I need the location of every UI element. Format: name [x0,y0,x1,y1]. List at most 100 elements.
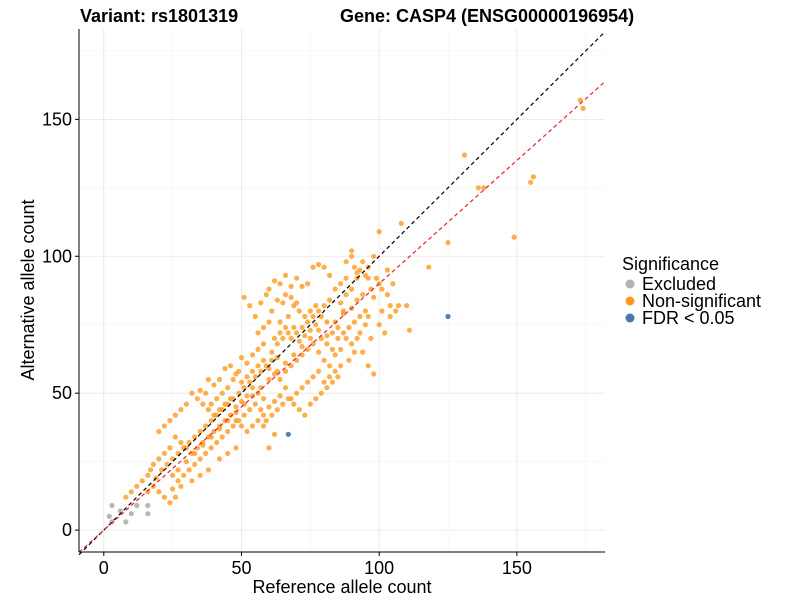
point-non-significant [285,313,291,320]
point-non-significant [236,390,242,396]
point-excluded [128,511,134,517]
point-non-significant [327,272,333,278]
point-non-significant [249,352,256,358]
fit-line [78,81,606,553]
point-non-significant [288,283,294,289]
point-non-significant [343,259,349,265]
x-axis-title: Reference allele count [252,577,431,597]
point-non-significant [128,489,134,495]
point-non-significant [225,385,231,391]
point-non-significant [349,341,355,347]
point-non-significant [230,423,236,429]
legend-key-excluded [625,279,635,289]
tick-labels: 0 50 100 150 0 50 100 150 [42,109,532,578]
point-non-significant [277,393,283,399]
point-non-significant [214,396,220,402]
point-non-significant [263,292,269,298]
point-non-significant [233,404,239,410]
point-non-significant [282,368,289,374]
point-non-significant [346,324,352,331]
point-non-significant [282,360,289,366]
point-non-significant [183,401,189,407]
point-non-significant [236,368,242,374]
point-excluded [145,502,151,509]
point-non-significant [271,335,278,341]
point-non-significant [338,346,344,352]
point-non-significant [580,105,586,111]
y-tick-label: 150 [42,109,72,129]
point-non-significant [260,412,267,418]
identity-line [78,31,606,556]
point-non-significant [338,300,344,306]
point-non-significant [371,371,377,377]
point-non-significant [280,401,286,407]
y-tick-label: 0 [62,520,72,540]
point-non-significant [208,418,214,424]
point-non-significant [175,467,181,473]
point-non-significant [216,426,223,432]
point-non-significant [321,379,327,385]
point-non-significant [249,368,256,374]
point-non-significant [225,450,231,456]
point-non-significant [219,390,225,396]
point-non-significant [357,313,363,320]
point-fdr [285,431,291,437]
point-non-significant [258,300,264,306]
point-non-significant [299,344,305,350]
point-non-significant [255,363,261,369]
point-non-significant [197,456,203,462]
point-non-significant [288,294,294,300]
point-non-significant [294,390,300,396]
point-non-significant [266,286,272,292]
point-non-significant [335,324,341,331]
point-excluded [106,513,112,520]
point-non-significant [379,308,385,314]
point-non-significant [316,368,322,374]
point-non-significant [263,418,269,424]
point-non-significant [351,264,357,270]
point-non-significant [329,379,335,385]
point-non-significant [395,303,402,309]
point-non-significant [296,407,302,413]
point-non-significant [200,442,206,448]
point-non-significant [302,412,308,418]
point-non-significant [332,352,338,358]
point-non-significant [238,379,245,385]
point-non-significant [271,398,278,404]
point-non-significant [310,374,316,380]
point-non-significant [148,467,154,473]
point-non-significant [170,456,176,462]
point-non-significant [313,396,319,402]
point-non-significant [219,434,225,440]
point-non-significant [274,297,280,303]
point-non-significant [167,500,173,506]
point-non-significant [211,382,217,388]
point-non-significant [335,335,341,341]
point-non-significant [376,229,382,235]
point-non-significant [530,174,537,180]
point-non-significant [181,472,187,478]
point-non-significant [294,275,300,281]
point-non-significant [365,313,371,320]
point-non-significant [247,379,253,385]
point-non-significant [340,311,346,317]
point-non-significant [244,393,250,399]
point-non-significant [178,407,184,413]
point-non-significant [445,240,451,246]
point-non-significant [258,407,264,413]
point-excluded [109,502,115,509]
legend-title: Significance [622,254,719,274]
point-non-significant [271,431,278,437]
gene-title: Gene: CASP4 (ENSG00000196954) [340,6,634,26]
point-non-significant [340,330,346,336]
point-non-significant [324,333,330,339]
point-non-significant [313,303,319,309]
point-non-significant [288,335,294,341]
point-non-significant [225,418,231,424]
point-non-significant [343,292,349,298]
point-non-significant [511,234,517,240]
y-axis-title: Alternative allele count [18,199,38,380]
point-non-significant [316,327,322,333]
point-non-significant [296,338,302,344]
